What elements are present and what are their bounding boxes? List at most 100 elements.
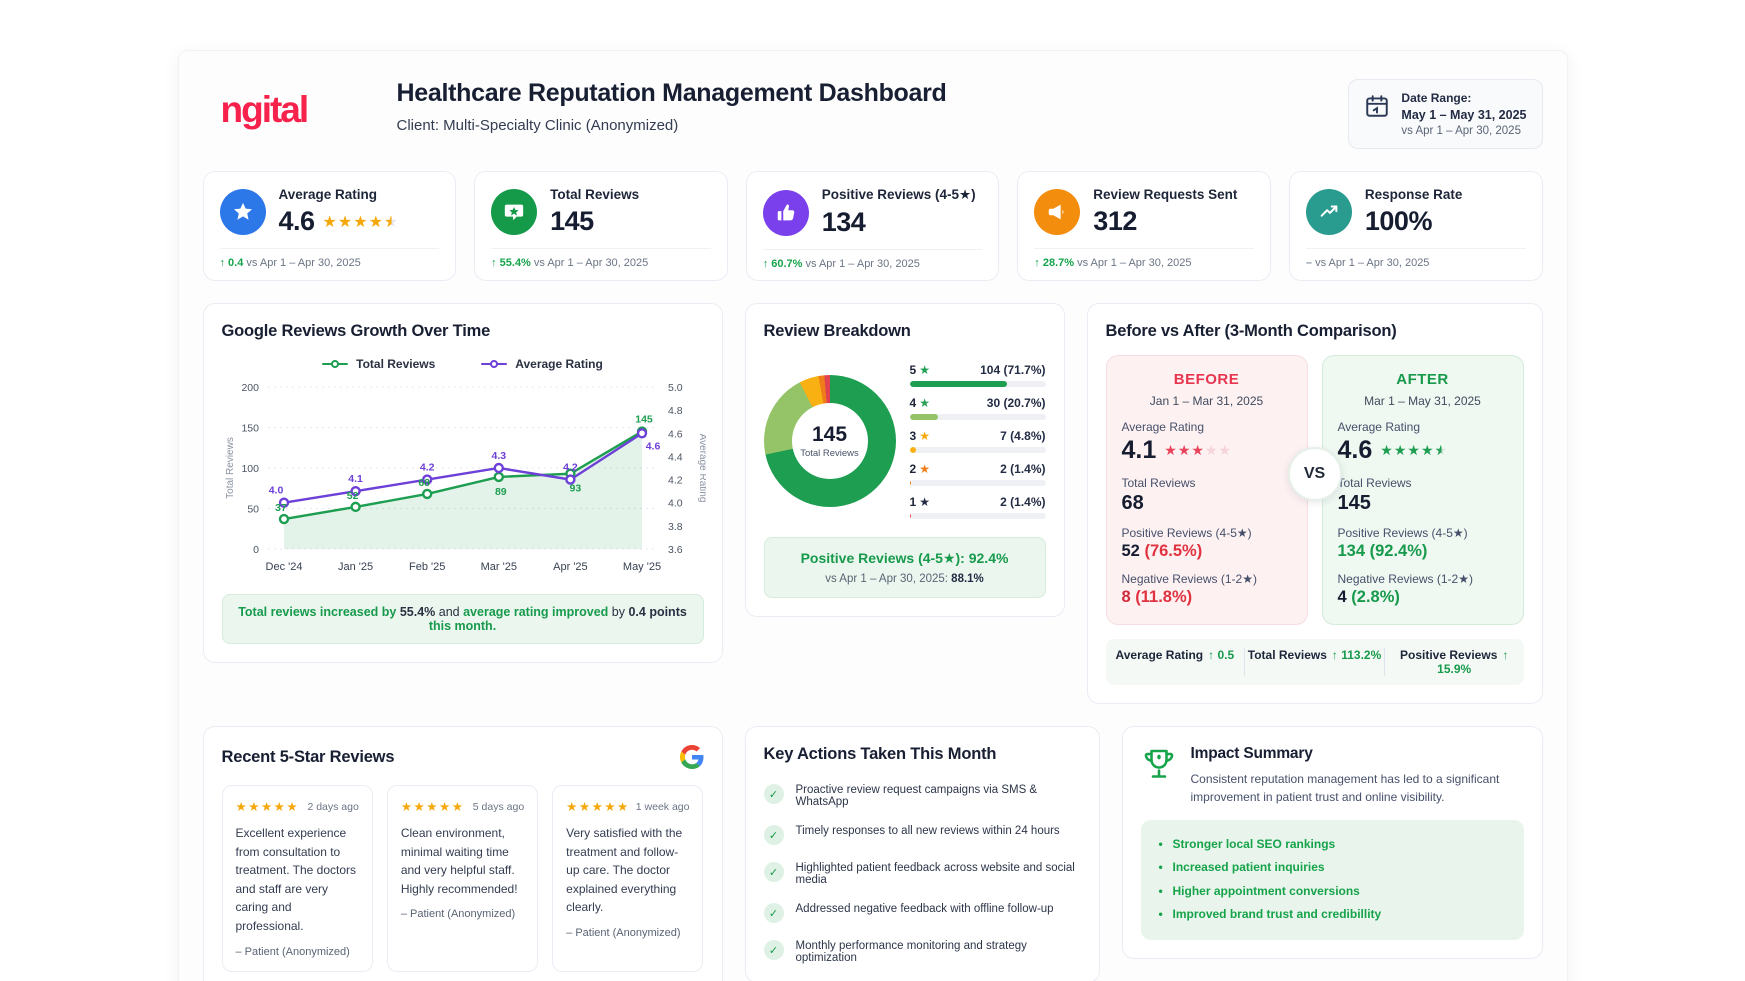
review-text: Clean environment, minimal waiting time … <box>400 826 518 896</box>
review-stars: ★★★★★ <box>566 800 630 814</box>
kpi-value: 4.6 <box>278 206 316 236</box>
kpi-row: Average Rating 4.6 ★★★★★ ↑ 0.4 vs Apr 1 … <box>202 171 1543 281</box>
svg-text:0: 0 <box>253 544 259 556</box>
legend-swatch-purple <box>481 360 508 368</box>
date-range-primary: May 1 – May 31, 2025 <box>1401 108 1527 122</box>
review-author: – Patient (Anonymized) <box>235 945 350 958</box>
before-positive: 52 (76.5%) <box>1121 542 1203 560</box>
kpi-delta: – vs Apr 1 – Apr 30, 2025 <box>1305 248 1526 269</box>
key-actions-title: Key Actions Taken This Month <box>763 745 997 763</box>
star-icon <box>219 189 266 235</box>
review-author: – Patient (Anonymized) <box>566 926 681 939</box>
kpi-label: Total Reviews <box>550 187 640 202</box>
svg-text:4.0: 4.0 <box>268 485 283 497</box>
delta-average-rating: Average Rating ↑ 0.5 <box>1115 648 1235 662</box>
megaphone-icon <box>1034 189 1081 235</box>
breakdown-row-2-star: 2 ★ 2 (1.4%) <box>909 462 1046 486</box>
breakdown-rows: 5 ★ 104 (71.7%) 4 ★ 30 (20.7%) 3 ★ 7 (4.8%) 2 ★… <box>909 363 1046 519</box>
legend-total-reviews: Total Reviews <box>322 357 435 371</box>
before-after-deltas: Average Rating ↑ 0.5 Total Reviews ↑ 113.2… <box>1105 639 1524 685</box>
star-icon: ★ <box>919 363 930 377</box>
check-icon: ✓ <box>763 940 784 960</box>
after-period: Mar 1 – May 31, 2025 <box>1364 394 1481 408</box>
kpi-value: 100% <box>1364 206 1433 236</box>
svg-text:4.8: 4.8 <box>668 405 683 417</box>
kpi-average-rating: Average Rating 4.6 ★★★★★ ↑ 0.4 vs Apr 1 … <box>202 171 457 281</box>
growth-chart: 0 50 100 150 200 3.6 3.8 4.0 4.2 4.4 4.6 4.8 5.0 Dec … <box>225 382 708 573</box>
svg-text:4.3: 4.3 <box>491 450 506 462</box>
svg-text:4.2: 4.2 <box>419 462 434 474</box>
before-avg-rating: 4.1 <box>1121 436 1157 464</box>
svg-text:Mar '25: Mar '25 <box>480 561 516 573</box>
delta-positive-reviews: Positive Reviews ↑ 15.9% <box>1383 648 1524 676</box>
date-range-selector[interactable]: Date Range: May 1 – May 31, 2025 vs Apr … <box>1348 79 1543 149</box>
before-negative: 8 (11.8%) <box>1121 588 1193 606</box>
svg-text:4.6: 4.6 <box>645 440 660 452</box>
svg-text:3.6: 3.6 <box>668 544 683 556</box>
impact-summary-panel: Impact Summary Consistent reputation man… <box>1121 726 1543 959</box>
kpi-delta: ↑ 60.7% vs Apr 1 – Apr 30, 2025 <box>762 249 983 270</box>
kpi-positive-reviews: Positive Reviews (4-5★) 134 ↑ 60.7% vs A… <box>745 171 1000 281</box>
review-card: ★★★★★ 5 days ago Clean environment, minim… <box>386 785 539 972</box>
chart-legend: Total Reviews Average Rating <box>222 357 704 371</box>
svg-text:May '25: May '25 <box>622 561 660 573</box>
svg-text:3.8: 3.8 <box>668 521 683 533</box>
kpi-value: 145 <box>550 206 594 236</box>
review-breakdown-title: Review Breakdown <box>763 322 911 340</box>
recent-reviews-title: Recent 5-Star Reviews <box>221 747 395 766</box>
review-card: ★★★★★ 1 week ago Very satisfied with the … <box>552 785 704 972</box>
recent-reviews-panel: Recent 5-Star Reviews ★★★★★ 2 days ago Ex… <box>202 726 723 981</box>
svg-text:52: 52 <box>346 490 358 502</box>
before-after-title: Before vs After (3-Month Comparison) <box>1105 322 1397 340</box>
legend-swatch-green <box>322 360 349 368</box>
star-icon: ★ <box>919 495 930 509</box>
after-heading: AFTER <box>1396 371 1449 388</box>
dashboard-header: ngital Healthcare Reputation Management … <box>203 79 1543 149</box>
rating-stars: ★★★★★ <box>322 213 400 231</box>
breakdown-row-1-star: 1 ★ 2 (1.4%) <box>909 495 1046 519</box>
positive-reviews-summary: Positive Reviews (4-5★): 92.4% vs Apr 1 … <box>763 537 1046 598</box>
key-actions-panel: Key Actions Taken This Month ✓ Proactive … <box>744 726 1100 981</box>
before-period: Jan 1 – Mar 31, 2025 <box>1149 394 1264 408</box>
kpi-label: Response Rate <box>1364 187 1463 202</box>
svg-text:Apr '25: Apr '25 <box>553 561 588 573</box>
before-after-panel: Before vs After (3-Month Comparison) BEF… <box>1086 303 1543 704</box>
review-donut-chart: 145 Total Reviews <box>763 375 896 507</box>
breakdown-row-4-star: 4 ★ 30 (20.7%) <box>909 396 1046 420</box>
action-item: ✓ Proactive review request campaigns via … <box>763 784 1081 808</box>
star-icon: ★ <box>919 429 930 443</box>
check-icon: ✓ <box>763 784 784 804</box>
action-item: ✓ Highlighted patient feedback across web… <box>763 862 1081 886</box>
date-range-secondary: vs Apr 1 – Apr 30, 2025 <box>1401 125 1521 137</box>
impact-summary-title: Impact Summary <box>1190 745 1313 762</box>
review-text: Very satisfied with the treatment and fo… <box>566 826 683 915</box>
check-icon: ✓ <box>763 825 784 845</box>
trophy-icon <box>1144 749 1173 778</box>
svg-text:4.2: 4.2 <box>668 475 683 487</box>
header-titles: Healthcare Reputation Management Dashboa… <box>397 79 947 134</box>
svg-text:89: 89 <box>494 486 506 498</box>
svg-text:Feb '25: Feb '25 <box>409 561 445 573</box>
svg-text:5.0: 5.0 <box>668 382 683 394</box>
before-card: BEFORE Jan 1 – Mar 31, 2025 Average Rati… <box>1105 355 1308 625</box>
impact-summary-description: Consistent reputation management has led… <box>1190 772 1500 804</box>
svg-text:50: 50 <box>247 504 259 516</box>
trend-up-icon <box>1305 189 1352 235</box>
svg-text:93: 93 <box>569 483 581 495</box>
kpi-delta: ↑ 55.4% vs Apr 1 – Apr 30, 2025 <box>491 248 711 269</box>
svg-text:4.6: 4.6 <box>668 428 683 440</box>
svg-text:145: 145 <box>635 414 653 426</box>
svg-text:Jan '25: Jan '25 <box>338 561 373 573</box>
date-range-text: Date Range: May 1 – May 31, 2025 vs Apr … <box>1401 91 1526 137</box>
svg-text:200: 200 <box>241 382 259 394</box>
action-item: ✓ Timely responses to all new reviews wit… <box>763 825 1081 845</box>
review-stars: ★★★★★ <box>235 800 300 814</box>
after-total-reviews: 145 <box>1337 492 1371 514</box>
legend-average-rating: Average Rating <box>481 357 603 371</box>
kpi-delta: ↑ 0.4 vs Apr 1 – Apr 30, 2025 <box>219 248 440 269</box>
date-range-label: Date Range: <box>1401 91 1472 105</box>
svg-text:4.0: 4.0 <box>668 498 683 510</box>
svg-text:4.1: 4.1 <box>348 473 363 485</box>
kpi-response-rate: Response Rate 100% – vs Apr 1 – Apr 30, … <box>1288 171 1543 281</box>
delta-total-reviews: Total Reviews ↑ 113.2% <box>1244 648 1384 676</box>
